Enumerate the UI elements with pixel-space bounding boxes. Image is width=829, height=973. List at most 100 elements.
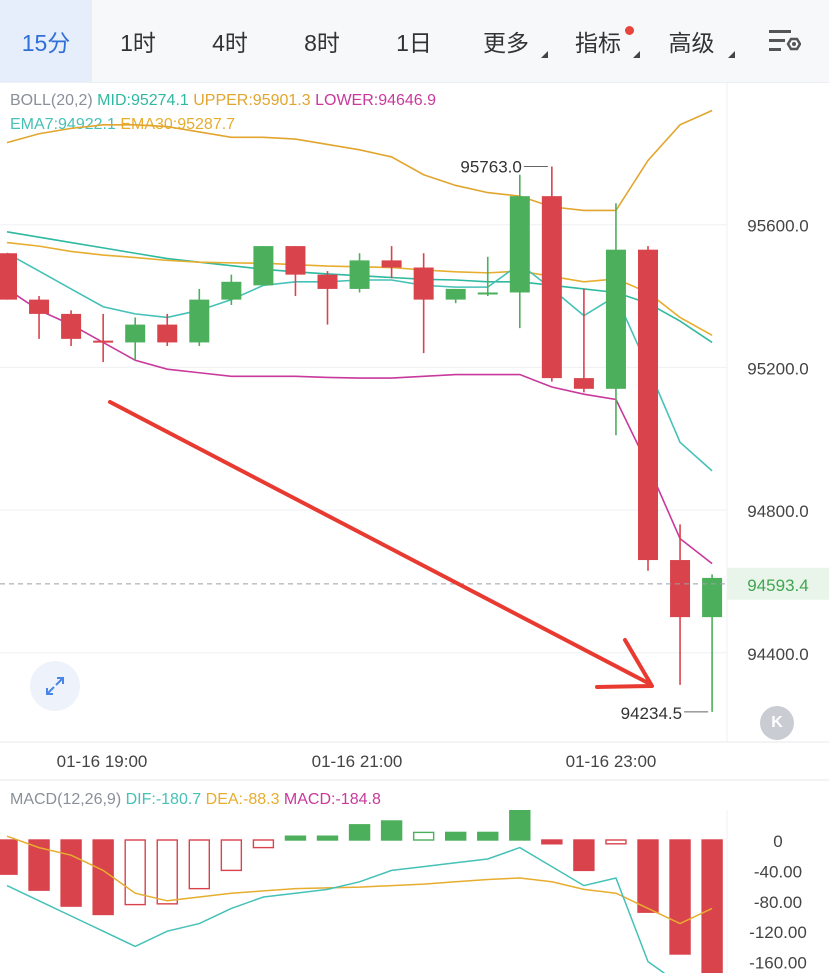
candle [349,253,370,293]
candle-body [605,249,626,389]
candle-body [445,288,466,300]
macd-y-tick-label: -160.00 [749,954,807,973]
tab-label: 8时 [304,30,340,56]
macd-bar [124,839,146,906]
last-price-tag [727,567,829,600]
y-tick-label: 94400.0 [747,645,808,664]
chart-settings-icon [769,30,801,51]
macd-bar [188,839,211,890]
macd-bar [412,831,435,841]
x-tick-label: 01-16 23:00 [566,752,657,771]
candle [605,203,626,436]
tab-4[interactable]: 1日 [368,0,460,82]
tab-label: 1日 [396,30,432,56]
boll-lower: LOWER:94646.9 [315,92,437,109]
candle [477,256,498,297]
k-button[interactable]: K [760,706,794,740]
macd-bar [573,839,595,872]
x-tick-label: 01-16 21:00 [312,752,403,771]
tab-7[interactable]: 高级 [644,0,739,82]
y-tick-label: 95200.0 [747,359,808,378]
candle [541,166,562,382]
candle [29,296,50,339]
candle [317,271,338,325]
tab-6[interactable]: 指标 [552,0,644,82]
candle [61,310,82,346]
tab-5[interactable]: 更多 [460,0,552,82]
candle-body [702,577,723,618]
candle [702,574,723,712]
chart-settings-button[interactable] [739,0,829,82]
candlestick-chart: 95600.0 95200.0 94800.0 94400.0 01-16 19:00 0… [0,82,829,781]
y-tick-label: 95600.0 [747,217,808,236]
macd-y-tick-label: -80.00 [754,893,802,912]
candle-body [413,267,434,300]
annotation-arrow-head [595,638,654,689]
macd-dea: DEA:-88.3 [205,791,280,808]
candle [253,246,274,286]
candle [221,274,242,305]
tab-1[interactable]: 1时 [92,0,184,82]
macd-bar [0,839,18,875]
timeframe-tabs: 15分 1时 4时 8时 1日 更多 指标 高级 [0,0,829,83]
ema-legend-row: EMA7:94922.1 EMA30:95287.7 [10,116,235,134]
annotation-arrow-shaft [108,400,652,686]
candle-body [61,313,82,339]
boll-mid: MID:95274.1 [97,92,189,109]
candle-body [125,324,146,343]
low-price-label: 94234.5 [621,704,682,723]
candle [125,317,146,361]
candle-body [157,324,178,343]
candle-body [0,253,17,300]
candle [381,246,402,279]
candle [189,288,210,346]
candle-body [670,560,691,618]
tab-label: 15分 [21,30,71,56]
candle [93,313,114,363]
candle [445,288,466,304]
macd-bar [477,831,499,841]
macd-bar [701,839,723,973]
tab-list: 15分 1时 4时 8时 1日 更多 指标 高级 [0,0,739,82]
ema7-legend: EMA7:94922.1 [10,116,116,133]
tab-label: 1时 [120,30,156,56]
macd-bar [220,839,243,872]
boll-upper-line [6,109,713,212]
macd-bar [92,839,114,916]
expand-arrows-icon [46,677,64,695]
candle-body [189,299,210,343]
candle-body [573,378,594,389]
macd-bar [541,839,563,845]
tab-0[interactable]: 15分 [0,0,92,82]
expand-chart-button[interactable] [30,661,80,711]
macd-bar [605,839,627,845]
candle [413,253,434,354]
macd-bar [509,810,531,841]
candle [285,246,306,297]
candle-body [317,274,338,289]
y-tick-label: 94800.0 [747,502,808,521]
macd-bar [156,839,178,905]
tab-label: 指标 [575,30,621,56]
tab-label: 更多 [483,30,529,56]
macd-bar [28,839,50,891]
macd-name: MACD(12,26,9) [10,791,122,808]
macd-bar [252,839,275,849]
candle [509,174,530,329]
tab-2[interactable]: 4时 [184,0,276,82]
k-button-label: K [771,714,783,731]
candle-body [349,260,370,289]
candle [0,253,17,300]
tab-3[interactable]: 8时 [276,0,368,82]
candle-body [221,281,242,300]
macd-y-tick-label: 0 [773,832,782,851]
notification-dot-icon [625,26,634,35]
candle [157,313,178,346]
macd-bar [284,835,307,841]
candle-body [509,196,530,293]
candle-body [381,260,402,268]
macd-legend-row: MACD(12,26,9) DIF:-180.7 DEA:-88.3 MACD:… [10,791,381,809]
candle-body [477,292,498,295]
macd-y-tick-label: -40.00 [754,862,802,881]
macd-value: MACD:-184.8 [283,791,381,808]
